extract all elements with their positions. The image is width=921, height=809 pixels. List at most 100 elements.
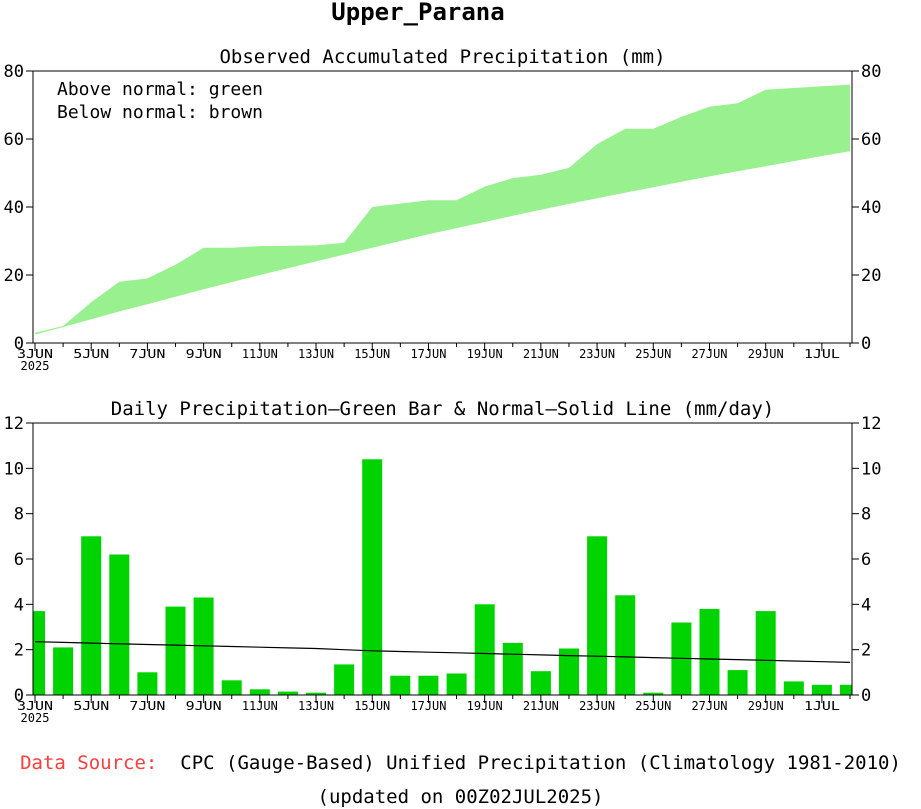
daily-precip-bar (33, 611, 45, 695)
daily-precip-bar (727, 670, 748, 695)
acc-xtick-label: 27JUN (691, 347, 727, 361)
daily-ytick-right-label: 0 (861, 686, 871, 706)
daily-xtick-label: 25JUN (635, 699, 671, 713)
acc-ytick-left-label: 80 (4, 62, 24, 82)
acc-year-label: 2025 (21, 359, 50, 373)
daily-precip-bar (221, 680, 242, 695)
acc-xtick-label: 9JUN (186, 347, 222, 361)
daily-plot-frame (32, 422, 853, 696)
acc-xtick-label: 19JUN (467, 347, 503, 361)
daily-precip-bar (643, 692, 664, 695)
acc-xtick-label: 29JUN (748, 347, 784, 361)
daily-precip-bar (109, 554, 130, 695)
daily-precip-bar (418, 675, 439, 695)
daily-ytick-left-label: 6 (14, 550, 24, 570)
data-source-label: Data Source: (20, 752, 158, 774)
daily-xtick-label: 3JUN (17, 699, 53, 713)
daily-ytick-left-label: 10 (4, 459, 24, 479)
acc-xtick-label: 1JUL (804, 347, 840, 361)
daily-precip-bar (390, 675, 411, 695)
acc-xtick-label: 5JUN (73, 347, 109, 361)
daily-ytick-right-label: 10 (861, 459, 881, 479)
daily-precip-bar (277, 691, 298, 695)
acc-ytick-right-label: 40 (861, 198, 881, 218)
acc-xtick-label: 25JUN (635, 347, 671, 361)
legend-below-normal: Below normal: brown (57, 102, 263, 123)
acc-xtick-label: 11JUN (242, 347, 278, 361)
acc-ytick-right-label: 20 (861, 266, 881, 286)
acc-ytick-left-label: 0 (14, 334, 24, 354)
daily-precip-bar (446, 673, 467, 695)
legend-above-normal: Above normal: green (57, 79, 263, 100)
daily-precip-panel: Daily Precipitation—Green Bar & Normal—S… (4, 398, 882, 725)
acc-ytick-right-label: 0 (861, 334, 871, 354)
daily-precip-bar (755, 611, 776, 695)
daily-precip-bar (783, 681, 804, 695)
daily-title: Daily Precipitation—Green Bar & Normal—S… (111, 398, 774, 420)
daily-xtick-label: 23JUN (579, 699, 615, 713)
acc-xtick-label: 3JUN (17, 347, 53, 361)
acc-ytick-left-label: 20 (4, 266, 24, 286)
daily-precip-bar (334, 664, 355, 695)
daily-ytick-left-label: 4 (14, 595, 24, 615)
acc-ytick-right-label: 80 (861, 62, 881, 82)
above-normal-area (35, 84, 850, 335)
daily-year-label: 2025 (21, 711, 50, 725)
daily-precip-bar (559, 648, 579, 695)
daily-precip-bar (306, 692, 326, 695)
acc-title: Observed Accumulated Precipitation (mm) (219, 46, 665, 68)
updated-line: (updated on 00Z02JUL2025) (317, 786, 604, 808)
daily-xtick-label: 1JUL (804, 699, 840, 713)
daily-ytick-right-label: 12 (861, 414, 881, 434)
daily-precip-bar (615, 595, 636, 695)
acc-ytick-left-label: 60 (4, 130, 24, 150)
daily-ytick-right-label: 2 (861, 641, 871, 661)
daily-precip-bar (165, 606, 186, 695)
daily-xtick-label: 11JUN (242, 699, 278, 713)
daily-xtick-label: 5JUN (73, 699, 109, 713)
acc-plot-frame (32, 70, 853, 344)
daily-precip-bar (840, 684, 852, 695)
acc-ytick-right-label: 60 (861, 130, 881, 150)
daily-precip-bar (587, 536, 608, 695)
daily-ytick-right-label: 8 (861, 505, 871, 525)
daily-xtick-label: 13JUN (298, 699, 334, 713)
daily-precip-bar (249, 689, 270, 695)
daily-ytick-right-label: 4 (861, 595, 871, 615)
daily-xtick-label: 7JUN (129, 699, 165, 713)
daily-xtick-label: 9JUN (186, 699, 222, 713)
acc-xtick-label: 21JUN (523, 347, 559, 361)
acc-xtick-label: 17JUN (410, 347, 446, 361)
acc-xtick-label: 15JUN (354, 347, 390, 361)
daily-xtick-label: 29JUN (748, 699, 784, 713)
daily-ytick-left-label: 12 (4, 414, 24, 434)
acc-ytick-left-label: 40 (4, 198, 24, 218)
acc-xtick-label: 7JUN (129, 347, 165, 361)
daily-precip-bar (362, 459, 383, 695)
daily-precip-bar (474, 604, 495, 695)
daily-ytick-left-label: 0 (14, 686, 24, 706)
daily-precip-bar (53, 647, 74, 695)
daily-xtick-label: 17JUN (410, 699, 446, 713)
page-title: Upper_Parana (331, 0, 504, 26)
daily-precip-bar (502, 642, 523, 695)
data-source-line: Data Source: CPC (Gauge-Based) Unified P… (0, 752, 921, 774)
accumulated-precip-panel: Observed Accumulated Precipitation (mm) 0… (4, 46, 882, 373)
acc-xtick-label: 23JUN (579, 347, 615, 361)
normal-daily-line (34, 641, 851, 663)
daily-ytick-left-label: 8 (14, 505, 24, 525)
daily-ytick-left-label: 2 (14, 641, 24, 661)
daily-xtick-label: 19JUN (467, 699, 503, 713)
daily-xtick-label: 27JUN (691, 699, 727, 713)
daily-precip-bar (530, 671, 551, 695)
daily-ytick-right-label: 6 (861, 550, 871, 570)
daily-xtick-label: 21JUN (523, 699, 559, 713)
daily-precip-bar (137, 672, 158, 695)
data-source-text: CPC (Gauge-Based) Unified Precipitation … (180, 752, 901, 774)
daily-xtick-label: 15JUN (354, 699, 390, 713)
daily-precip-bar (811, 684, 832, 695)
daily-precip-bar (699, 608, 720, 695)
acc-xtick-label: 13JUN (298, 347, 334, 361)
daily-precip-bar (81, 536, 102, 695)
